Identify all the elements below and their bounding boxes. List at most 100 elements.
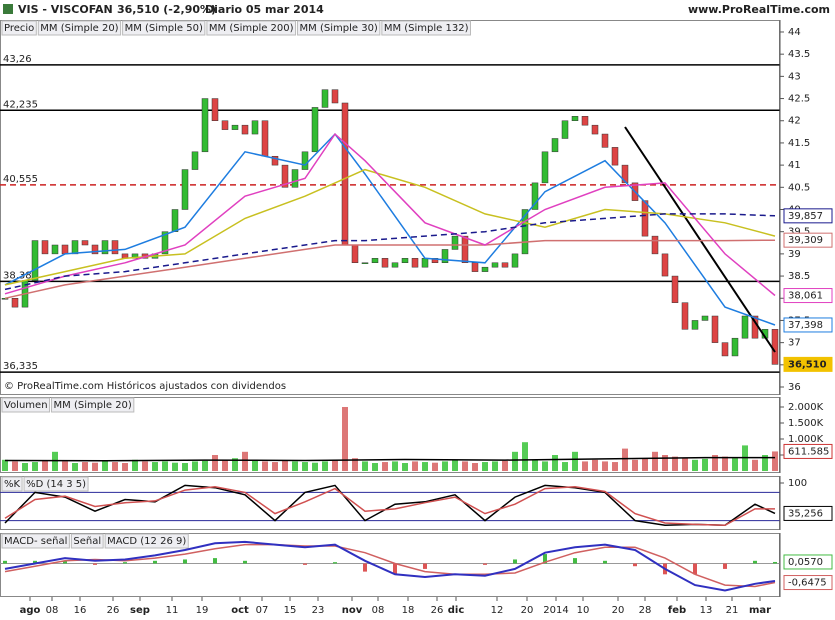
volume-bar [402, 463, 408, 472]
volume-bar [152, 462, 158, 472]
histogram-bar [753, 560, 757, 564]
volume-bar [602, 461, 608, 472]
candle [711, 315, 719, 343]
series-line [4, 484, 776, 527]
candle [281, 164, 289, 188]
volume-bar [612, 462, 618, 472]
histogram-bar [123, 562, 127, 564]
candle [211, 98, 219, 121]
x-tick-label: oct [231, 605, 249, 616]
volume-bar [482, 462, 488, 472]
histogram-bar [723, 563, 727, 569]
volume-bar [32, 462, 38, 472]
histogram-bar [633, 563, 637, 567]
x-tick-label: 2014 [543, 605, 568, 616]
candle [221, 120, 229, 130]
last-value-label: 39,857 [788, 211, 823, 222]
volume-bar [312, 462, 318, 472]
x-tick-label: 07 [256, 605, 269, 616]
candle [401, 258, 409, 264]
volume-bar [422, 462, 428, 472]
last-value-box [783, 356, 833, 372]
volume-bar [732, 458, 738, 472]
volume-bar [522, 442, 528, 472]
candle [661, 253, 669, 277]
series-line [4, 486, 775, 527]
volume-bar [62, 461, 68, 472]
candle [111, 240, 119, 255]
last-value-box [783, 208, 833, 224]
histogram-bar [243, 560, 247, 564]
volume-bar [412, 461, 418, 472]
candle [671, 275, 679, 303]
candle [601, 133, 609, 148]
candle [11, 298, 19, 308]
candle [251, 120, 259, 135]
volume-bar [712, 455, 718, 472]
legend-box [23, 476, 89, 492]
candle [191, 151, 199, 170]
candle [571, 116, 579, 121]
histogram-bar [303, 563, 307, 565]
copyright-note: © ProRealTime.com Históricos ajustados c… [4, 380, 286, 392]
candle [521, 209, 529, 255]
x-tick-label: 13 [700, 605, 713, 616]
volume-bar [462, 461, 468, 472]
volume-bar [622, 448, 628, 472]
series-line [4, 540, 776, 592]
volume-bar [192, 461, 198, 472]
candle [271, 155, 279, 166]
volume-bar [452, 459, 458, 472]
x-tick-label: dic [448, 605, 465, 616]
x-tick-label: 15 [284, 605, 297, 616]
candle [321, 89, 329, 108]
volume-bar [272, 462, 278, 472]
volume-bar [242, 451, 248, 472]
volume-bar [172, 462, 178, 472]
volume-bar [752, 459, 758, 472]
candle [481, 266, 489, 272]
volume-bar [12, 461, 18, 472]
series-line [4, 132, 776, 326]
volume-bar [542, 461, 548, 472]
period: Diario 05 mar 2014 [205, 3, 324, 16]
volume-bar [582, 461, 588, 472]
last-value-box [783, 317, 833, 333]
level-label: 40,555 [3, 174, 38, 185]
volume-bar [302, 462, 308, 472]
y-tick-label: 37 [788, 338, 801, 349]
legend-box [206, 20, 297, 36]
histogram-bar [693, 563, 697, 575]
volume-bar [252, 459, 258, 472]
volume-bar [672, 456, 678, 472]
y-tick-label: 44 [788, 27, 801, 38]
legend-entry: Señal [73, 536, 101, 547]
volume-bar [222, 459, 228, 472]
last-value-box [783, 575, 833, 591]
last-value-box [783, 232, 833, 248]
y-tick-label: 43 [788, 71, 801, 82]
volume-bar [112, 462, 118, 472]
legend-entry: MACD (12 26 9) [107, 536, 186, 547]
x-tick-label: 16 [74, 605, 87, 616]
legend-entry: Volumen [4, 400, 48, 411]
candle [31, 240, 39, 281]
histogram-bar [543, 554, 547, 564]
candle [101, 240, 109, 255]
candle [291, 169, 299, 188]
volume-bar [652, 451, 658, 472]
legend-entry: MACD- señal [4, 536, 67, 547]
x-tick-label: 21 [726, 605, 739, 616]
volume-bar [22, 463, 28, 472]
volume-bar [332, 459, 338, 472]
candle [71, 240, 79, 255]
histogram-bar [773, 561, 777, 564]
candle [341, 102, 349, 246]
x-tick-label: 18 [402, 605, 415, 616]
last-value-label: 38,061 [788, 291, 823, 302]
y-tick-label: 36 [788, 382, 801, 393]
last-value-label: 611.585 [788, 446, 829, 457]
volume-bar [562, 462, 568, 472]
candle [641, 200, 649, 237]
